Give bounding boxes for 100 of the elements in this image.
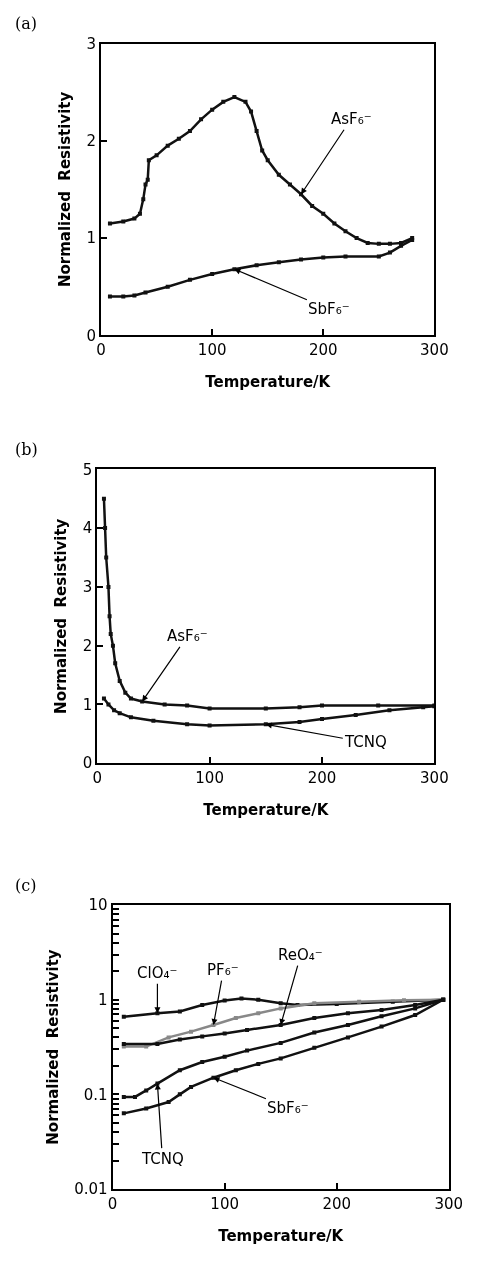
point <box>265 158 270 163</box>
point <box>345 1011 350 1016</box>
point <box>233 1068 238 1073</box>
x-axis-title: Temperature/K <box>205 372 332 391</box>
point <box>249 109 254 114</box>
point <box>379 1007 384 1012</box>
point <box>387 708 392 713</box>
point <box>278 1056 283 1061</box>
point <box>312 1030 317 1035</box>
point <box>107 221 112 226</box>
point <box>211 1075 216 1080</box>
point <box>121 1094 126 1099</box>
point <box>278 1001 283 1006</box>
y-tick-label: 5 <box>82 460 93 479</box>
annotation: PF₆⁻ <box>207 961 239 979</box>
point <box>376 703 381 708</box>
point <box>143 182 148 187</box>
point <box>332 221 337 226</box>
point <box>141 197 146 202</box>
x-axis-title: Temperature/K <box>203 800 330 819</box>
point <box>187 129 192 134</box>
point <box>297 720 302 725</box>
point <box>222 1031 227 1036</box>
point <box>177 1092 182 1097</box>
y-tick-label: 10 <box>88 896 108 915</box>
point <box>185 703 190 708</box>
point <box>176 136 181 141</box>
y-axis-title: Normalized Resistivity <box>52 518 71 714</box>
point <box>299 257 304 262</box>
point <box>297 705 302 710</box>
chart-title: (c) <box>15 876 37 895</box>
point <box>207 706 212 711</box>
point <box>321 211 326 216</box>
point <box>345 1023 350 1028</box>
point <box>133 1094 137 1099</box>
point <box>165 284 170 289</box>
point <box>185 722 190 727</box>
annotation: ClO₄⁻ <box>137 964 178 982</box>
point <box>365 240 370 245</box>
point <box>254 129 259 134</box>
y-tick-label: 0.01 <box>74 1180 108 1199</box>
point <box>343 254 348 259</box>
point <box>232 267 237 272</box>
point <box>108 631 113 636</box>
x-tick-label: 200 <box>322 1195 352 1214</box>
point <box>143 290 148 295</box>
point <box>104 555 109 560</box>
point <box>177 1068 182 1073</box>
annotation: SbF₆⁻ <box>308 300 350 318</box>
point <box>132 216 137 221</box>
point <box>162 702 167 707</box>
x-tick-label: 100 <box>195 769 224 788</box>
point <box>278 1006 283 1011</box>
point <box>128 715 133 720</box>
point <box>106 702 111 707</box>
point <box>222 1054 227 1059</box>
point <box>107 614 112 619</box>
y-tick-label: 3 <box>86 34 97 53</box>
annotation: TCNQ <box>141 1150 184 1168</box>
point <box>200 1002 205 1007</box>
point <box>287 182 292 187</box>
point <box>387 241 392 246</box>
point <box>137 211 142 216</box>
point <box>376 241 381 246</box>
point <box>379 1014 384 1019</box>
point <box>413 1006 418 1011</box>
x-tick-label: 100 <box>210 1195 239 1214</box>
point <box>254 263 259 268</box>
annotation: ReO₄⁻ <box>278 946 323 964</box>
x-tick-label: 300 <box>420 341 449 360</box>
point <box>189 1029 194 1034</box>
point <box>243 99 248 104</box>
y-tick-label: 1 <box>98 990 108 1009</box>
point <box>165 143 170 148</box>
chart-title: (a) <box>15 14 38 33</box>
point <box>166 1100 171 1105</box>
point <box>357 999 362 1004</box>
y-tick-label: 1 <box>82 695 93 714</box>
y-tick-label: 1 <box>86 229 97 248</box>
point <box>276 260 281 265</box>
annotation: AsF₆⁻ <box>331 110 372 128</box>
y-axis-title: Normalized Resistivity <box>43 949 62 1145</box>
point <box>151 718 156 723</box>
point <box>276 172 281 177</box>
point <box>187 277 192 282</box>
point <box>128 696 133 701</box>
point <box>189 1084 194 1089</box>
point <box>200 1034 205 1039</box>
point <box>121 1014 126 1019</box>
point <box>354 236 359 241</box>
point <box>144 1106 149 1111</box>
point <box>320 717 324 722</box>
y-tick-label: 4 <box>82 519 93 538</box>
point <box>144 1044 149 1049</box>
annotation: AsF₆⁻ <box>167 627 208 645</box>
point <box>376 254 381 259</box>
y-axis-title: Normalized Resistivity <box>56 91 75 288</box>
point <box>200 1059 205 1064</box>
point <box>155 1042 160 1047</box>
point <box>117 678 122 683</box>
